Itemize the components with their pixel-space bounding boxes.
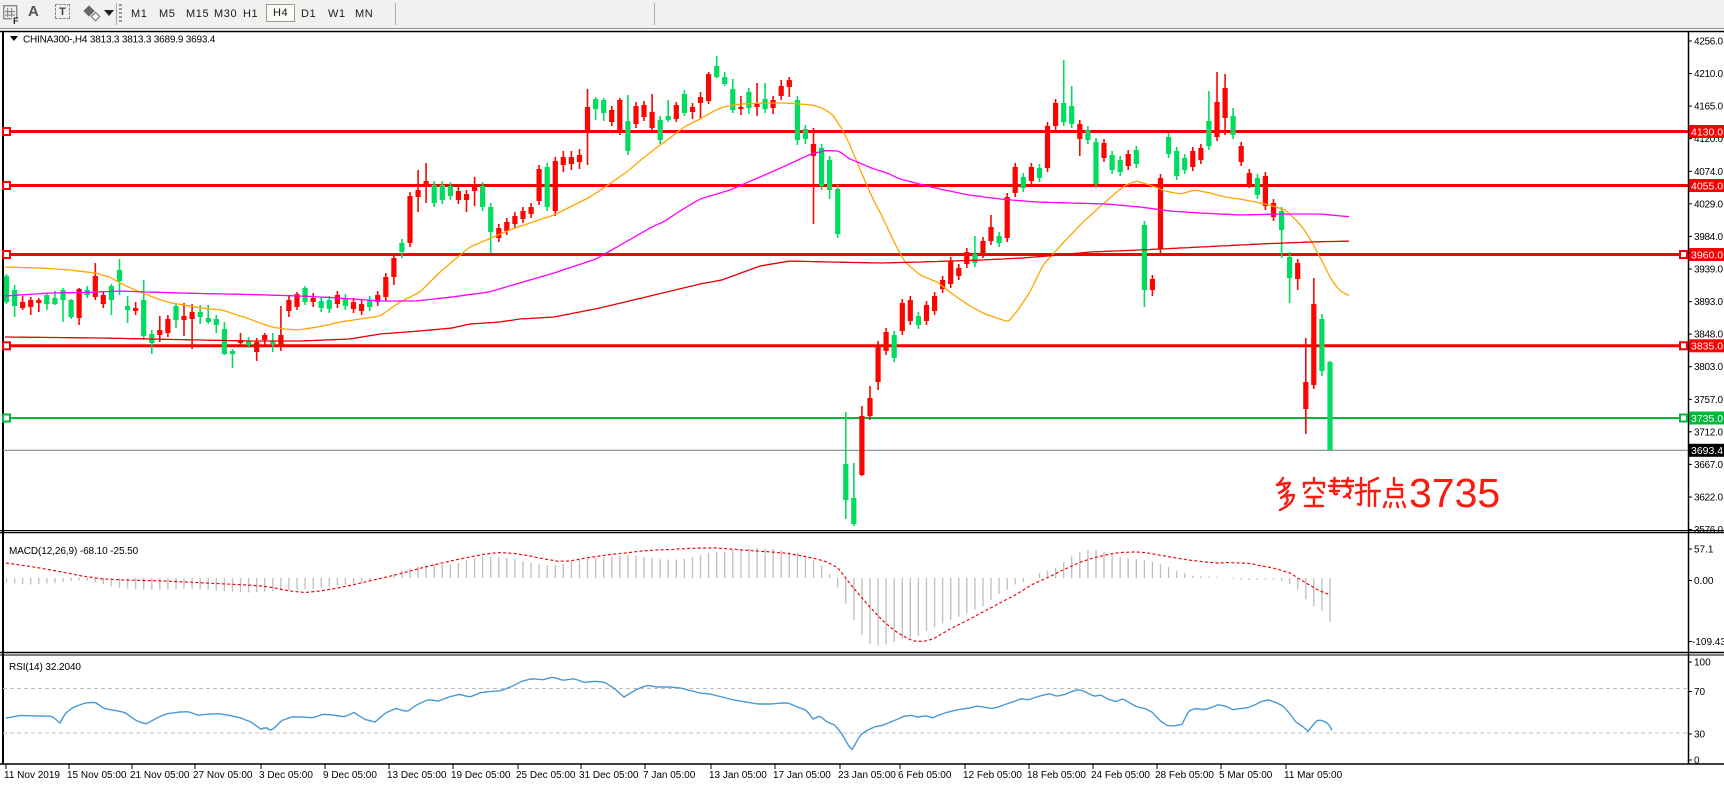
svg-text:3893.0: 3893.0 bbox=[1694, 297, 1724, 308]
svg-text:12 Feb 05:00: 12 Feb 05:00 bbox=[963, 770, 1022, 781]
svg-text:3939.0: 3939.0 bbox=[1694, 265, 1724, 276]
svg-text:4055.0: 4055.0 bbox=[1691, 180, 1723, 192]
svg-text:4029.0: 4029.0 bbox=[1694, 199, 1724, 210]
svg-text:11 Mar 05:00: 11 Mar 05:00 bbox=[1284, 770, 1343, 781]
svg-text:MACD(12,26,9) -68.10 -25.50: MACD(12,26,9) -68.10 -25.50 bbox=[9, 546, 139, 557]
svg-text:0: 0 bbox=[1694, 756, 1700, 767]
svg-text:4256.0: 4256.0 bbox=[1694, 37, 1724, 48]
svg-text:7 Jan 05:00: 7 Jan 05:00 bbox=[643, 770, 696, 781]
svg-text:4210.0: 4210.0 bbox=[1694, 69, 1724, 80]
svg-text:17 Jan 05:00: 17 Jan 05:00 bbox=[773, 770, 831, 781]
svg-text:19 Dec 05:00: 19 Dec 05:00 bbox=[451, 770, 511, 781]
svg-text:3984.0: 3984.0 bbox=[1694, 232, 1724, 243]
svg-text:3576.0: 3576.0 bbox=[1694, 525, 1724, 536]
svg-text:30: 30 bbox=[1694, 730, 1706, 741]
svg-text:3960.0: 3960.0 bbox=[1691, 249, 1723, 261]
svg-text:28 Feb 05:00: 28 Feb 05:00 bbox=[1155, 770, 1214, 781]
svg-text:18 Feb 05:00: 18 Feb 05:00 bbox=[1027, 770, 1086, 781]
svg-text:F: F bbox=[13, 16, 19, 25]
svg-text:4074.0: 4074.0 bbox=[1694, 167, 1724, 178]
svg-text:15 Nov 05:00: 15 Nov 05:00 bbox=[67, 770, 127, 781]
svg-text:3835.0: 3835.0 bbox=[1691, 341, 1723, 353]
svg-text:RSI(14) 32.2040: RSI(14) 32.2040 bbox=[9, 662, 81, 673]
svg-text:3735: 3735 bbox=[1409, 470, 1500, 516]
svg-text:57.1: 57.1 bbox=[1694, 545, 1714, 556]
svg-text:4120.0: 4120.0 bbox=[1694, 134, 1724, 145]
svg-text:CHINA300-,H4 3813.3 3813.3 36: CHINA300-,H4 3813.3 3813.3 3689.9 3693.4 bbox=[23, 35, 216, 46]
svg-text:13 Jan 05:00: 13 Jan 05:00 bbox=[709, 770, 767, 781]
svg-text:-109.43: -109.43 bbox=[1692, 637, 1724, 648]
svg-text:70: 70 bbox=[1694, 687, 1706, 698]
svg-text:3848.0: 3848.0 bbox=[1694, 330, 1724, 341]
svg-text:21 Nov 05:00: 21 Nov 05:00 bbox=[130, 770, 190, 781]
svg-text:3712.0: 3712.0 bbox=[1694, 427, 1724, 438]
svg-text:0.00: 0.00 bbox=[1694, 576, 1714, 587]
svg-text:24 Feb 05:00: 24 Feb 05:00 bbox=[1091, 770, 1150, 781]
svg-text:11 Nov 2019: 11 Nov 2019 bbox=[4, 770, 60, 781]
svg-text:25 Dec 05:00: 25 Dec 05:00 bbox=[516, 770, 576, 781]
svg-text:31 Dec 05:00: 31 Dec 05:00 bbox=[579, 770, 639, 781]
svg-text:3693.4: 3693.4 bbox=[1691, 445, 1723, 457]
svg-text:3622.0: 3622.0 bbox=[1694, 493, 1724, 504]
svg-text:3803.0: 3803.0 bbox=[1694, 362, 1724, 373]
svg-text:13 Dec 05:00: 13 Dec 05:00 bbox=[387, 770, 447, 781]
svg-text:5 Mar 05:00: 5 Mar 05:00 bbox=[1219, 770, 1273, 781]
svg-text:3667.0: 3667.0 bbox=[1694, 460, 1724, 471]
svg-text:27 Nov 05:00: 27 Nov 05:00 bbox=[193, 770, 253, 781]
svg-text:23 Jan 05:00: 23 Jan 05:00 bbox=[838, 770, 896, 781]
svg-text:6 Feb 05:00: 6 Feb 05:00 bbox=[898, 770, 952, 781]
svg-text:4130.0: 4130.0 bbox=[1691, 126, 1723, 138]
svg-text:9 Dec 05:00: 9 Dec 05:00 bbox=[323, 770, 377, 781]
svg-text:3735.0: 3735.0 bbox=[1691, 413, 1723, 425]
svg-text:3 Dec 05:00: 3 Dec 05:00 bbox=[259, 770, 313, 781]
svg-text:3757.0: 3757.0 bbox=[1694, 395, 1724, 406]
svg-text:100: 100 bbox=[1694, 658, 1711, 669]
svg-text:4165.0: 4165.0 bbox=[1694, 102, 1724, 113]
